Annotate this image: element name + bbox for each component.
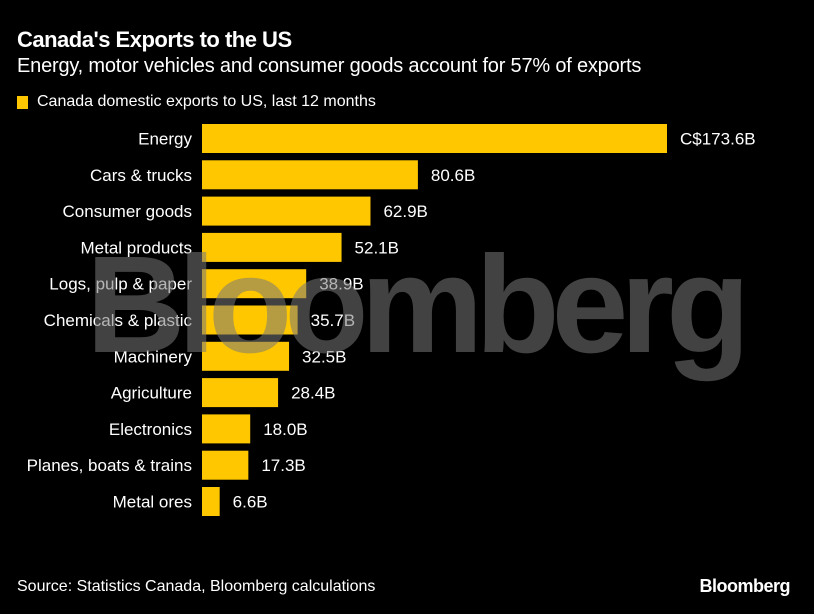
legend: Canada domestic exports to US, last 12 m… bbox=[17, 93, 376, 111]
chart-subtitle: Energy, motor vehicles and consumer good… bbox=[17, 55, 642, 77]
bar-2 bbox=[202, 196, 371, 226]
category-label: Consumer goods bbox=[63, 202, 192, 221]
bar-5 bbox=[202, 305, 298, 335]
bar-10 bbox=[202, 487, 220, 516]
bar-3 bbox=[202, 232, 342, 262]
category-label: Logs, pulp & paper bbox=[49, 275, 192, 294]
value-label: 52.1B bbox=[355, 238, 399, 257]
value-label: 38.9B bbox=[319, 275, 363, 294]
value-label: 6.6B bbox=[233, 493, 268, 512]
category-label: Energy bbox=[138, 130, 192, 149]
chart-title: Canada's Exports to the US bbox=[17, 27, 292, 52]
category-label: Metal products bbox=[81, 238, 193, 257]
bar-7 bbox=[202, 378, 279, 408]
bar-8 bbox=[202, 414, 251, 444]
value-label: 35.7B bbox=[311, 311, 355, 330]
value-label: C$173.6B bbox=[680, 130, 756, 149]
value-label: 17.3B bbox=[261, 456, 305, 475]
category-label: Chemicals & plastic bbox=[44, 311, 193, 330]
bar-1 bbox=[202, 160, 418, 190]
legend-swatch bbox=[17, 95, 28, 109]
bar-9 bbox=[202, 450, 249, 480]
value-label: 62.9B bbox=[383, 202, 427, 221]
bar-6 bbox=[202, 341, 290, 371]
category-label: Agriculture bbox=[111, 384, 192, 403]
bar-4 bbox=[202, 269, 307, 299]
value-label: 32.5B bbox=[302, 347, 346, 366]
category-label: Planes, boats & trains bbox=[27, 456, 192, 475]
value-label: 18.0B bbox=[263, 420, 307, 439]
legend-label: Canada domestic exports to US, last 12 m… bbox=[37, 93, 376, 110]
category-label: Machinery bbox=[114, 347, 193, 366]
category-label: Electronics bbox=[109, 420, 192, 439]
category-label: Metal ores bbox=[113, 493, 192, 512]
value-label: 80.6B bbox=[431, 166, 475, 185]
source-note: Source: Statistics Canada, Bloomberg cal… bbox=[17, 578, 376, 595]
bar-0 bbox=[202, 124, 667, 153]
value-label: 28.4B bbox=[291, 384, 335, 403]
category-label: Cars & trucks bbox=[90, 166, 192, 185]
brand-logo: Bloomberg bbox=[699, 576, 790, 596]
